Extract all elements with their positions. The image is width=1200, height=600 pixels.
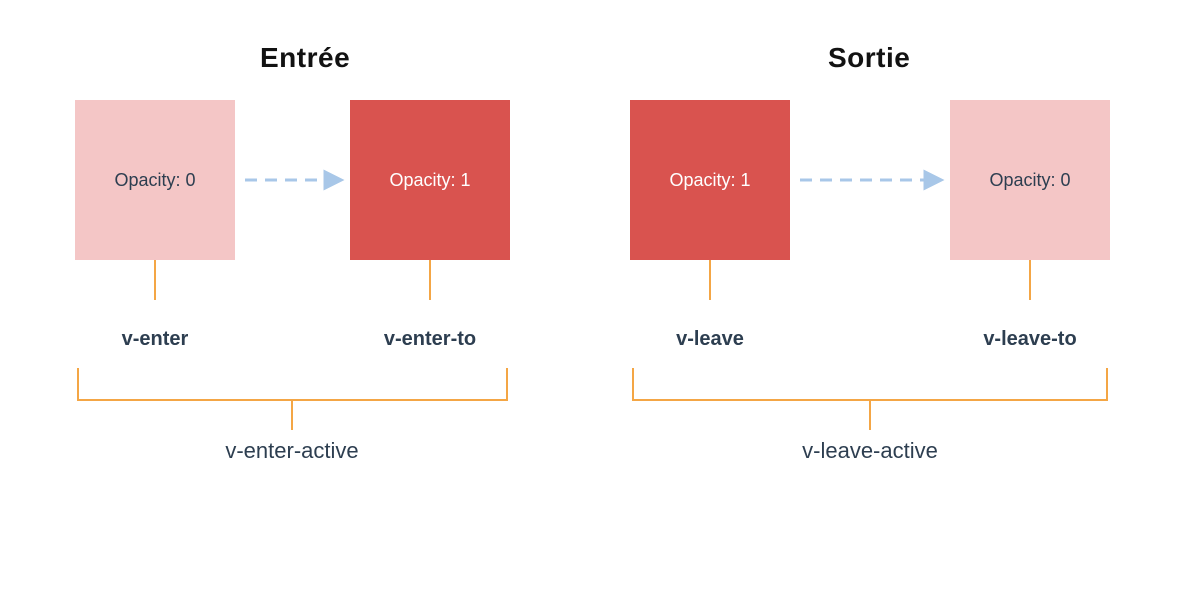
label-v-leave: v-leave bbox=[660, 328, 760, 351]
label-v-enter-active: v-enter-active bbox=[212, 438, 372, 464]
svg-overlay bbox=[0, 0, 1200, 600]
box-leave-start: Opacity: 1 bbox=[630, 100, 790, 260]
box-enter-end-label: Opacity: 1 bbox=[389, 170, 470, 191]
heading-leave: Sortie bbox=[828, 42, 910, 74]
box-leave-start-label: Opacity: 1 bbox=[669, 170, 750, 191]
diagram-canvas: Entrée Opacity: 0 Opacity: 1 v-enter v-e… bbox=[0, 0, 1200, 600]
bracket-leave bbox=[633, 368, 1107, 430]
label-v-enter: v-enter bbox=[105, 328, 205, 351]
bracket-enter bbox=[78, 368, 507, 430]
label-v-leave-active: v-leave-active bbox=[790, 438, 950, 464]
box-enter-start-label: Opacity: 0 bbox=[114, 170, 195, 191]
box-enter-end: Opacity: 1 bbox=[350, 100, 510, 260]
label-v-leave-to: v-leave-to bbox=[970, 328, 1090, 351]
heading-enter: Entrée bbox=[260, 42, 350, 74]
box-leave-end: Opacity: 0 bbox=[950, 100, 1110, 260]
label-v-enter-to: v-enter-to bbox=[370, 328, 490, 351]
box-enter-start: Opacity: 0 bbox=[75, 100, 235, 260]
box-leave-end-label: Opacity: 0 bbox=[989, 170, 1070, 191]
